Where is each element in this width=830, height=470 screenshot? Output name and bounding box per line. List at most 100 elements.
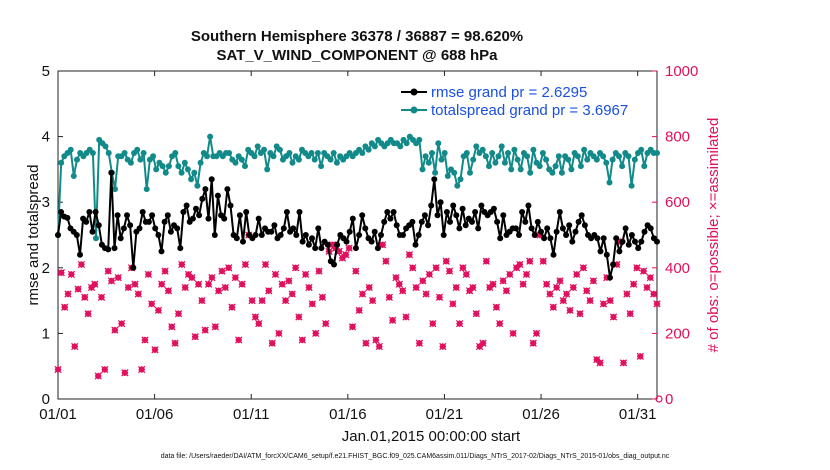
obs-assimilated-marker	[241, 260, 250, 269]
obs-assimilated-marker	[288, 290, 296, 298]
totalspread-point	[238, 156, 245, 163]
rmse-point	[613, 235, 620, 242]
obs-assimilated-marker	[154, 306, 163, 315]
obs-assimilated-marker	[315, 267, 323, 275]
rmse-point	[374, 245, 381, 252]
obs-assimilated-marker	[301, 270, 310, 279]
x-tick-label: 01/16	[329, 406, 367, 423]
rmse-point	[443, 209, 450, 215]
rmse-point	[437, 199, 444, 206]
totalspread-point	[327, 156, 334, 163]
legend-spread-label: totalspread grand pr = 3.6967	[431, 102, 628, 119]
rmse-point	[258, 232, 265, 238]
totalspread-point	[121, 150, 128, 156]
right-tick-label: 200	[665, 325, 690, 342]
rmse-point	[356, 232, 363, 238]
left-axis-label: rmse and totalspread	[25, 165, 42, 306]
rmse-point	[378, 232, 384, 238]
obs-assimilated-marker	[362, 339, 370, 347]
rmse-point	[346, 228, 353, 235]
obs-assimilated-marker	[134, 290, 142, 298]
totalspread-point	[628, 182, 635, 189]
rmse-point	[105, 246, 112, 253]
totalspread-point	[463, 150, 470, 156]
rmse-point	[409, 218, 416, 225]
totalspread-point	[451, 169, 458, 176]
totalspread-point	[616, 153, 622, 160]
rmse-point	[641, 228, 648, 235]
obs-assimilated-marker	[546, 290, 554, 298]
rmse-point	[628, 232, 635, 238]
rmse-point	[240, 238, 246, 245]
totalspread-point	[425, 159, 432, 166]
obs-assimilated-marker	[469, 283, 477, 292]
totalspread-point	[606, 179, 613, 186]
obs-assimilated-marker	[552, 283, 561, 292]
obs-assimilated-marker	[81, 293, 89, 301]
obs-assimilated-marker	[248, 296, 256, 305]
x-tick-label: 01/01	[39, 406, 77, 423]
obs-assimilated-marker	[298, 336, 306, 344]
rmse-point	[73, 232, 80, 238]
obs-assimilated-marker	[392, 273, 400, 282]
rmse-point	[124, 212, 130, 219]
rmse-point	[494, 218, 501, 225]
right-tick-label: 400	[665, 260, 690, 277]
obs-assimilated-marker	[305, 283, 313, 292]
rmse-point	[597, 248, 604, 255]
obs-assimilated-marker	[138, 365, 146, 374]
rmse-point	[149, 212, 156, 219]
totalspread-point	[470, 156, 477, 163]
totalspread-point	[600, 153, 607, 160]
obs-assimilated-marker	[258, 296, 266, 305]
right-tick-label: 1000	[665, 63, 698, 80]
totalspread-point	[508, 166, 515, 173]
obs-assimilated-marker	[268, 339, 276, 347]
obs-assimilated-marker	[101, 365, 109, 374]
totalspread-point	[524, 153, 531, 160]
totalspread-point	[444, 173, 451, 179]
obs-assimilated-marker	[211, 323, 219, 331]
totalspread-point	[498, 143, 505, 150]
obs-assimilated-marker	[562, 290, 571, 298]
obs-assimilated-marker	[399, 287, 407, 295]
totalspread-point	[194, 182, 201, 189]
obs-assimilated-marker	[499, 277, 507, 285]
chart-subtitle: SAT_V_WIND_COMPONENT @ 688 hPa	[216, 47, 498, 64]
obs-assimilated-marker	[265, 287, 273, 295]
totalspread-point	[654, 150, 660, 156]
rmse-point	[622, 225, 629, 232]
obs-assimilated-marker	[338, 254, 347, 262]
rmse-point	[453, 212, 460, 219]
rmse-point	[428, 202, 435, 209]
obs-assimilated-marker	[255, 319, 263, 328]
rmse-point	[214, 192, 221, 199]
totalspread-point	[175, 163, 182, 170]
obs-assimilated-marker	[549, 303, 557, 311]
obs-assimilated-marker	[178, 260, 186, 269]
obs-assimilated-marker	[566, 306, 574, 315]
rmse-point	[158, 248, 165, 255]
totalspread-point	[93, 235, 99, 242]
obs-assimilated-marker	[308, 300, 316, 308]
rmse-point	[127, 222, 134, 229]
rmse-point	[305, 241, 312, 248]
totalspread-point	[495, 153, 502, 160]
rmse-point	[331, 261, 337, 268]
obs-assimilated-marker	[198, 296, 206, 305]
totalspread-point	[295, 156, 302, 163]
rmse-point	[450, 202, 457, 209]
rmse-point	[638, 238, 645, 245]
obs-assimilated-marker	[539, 257, 547, 265]
chart-title: Southern Hemisphere 36378 / 36887 = 98.6…	[191, 28, 523, 45]
totalspread-point	[371, 143, 378, 150]
totalspread-point	[454, 182, 461, 189]
rmse-point	[607, 274, 613, 281]
totalspread-point	[641, 163, 648, 170]
totalspread-point	[482, 153, 489, 160]
totalspread-point	[492, 159, 499, 166]
obs-assimilated-marker	[188, 273, 196, 282]
rmse-point	[255, 215, 262, 222]
rmse-point	[164, 212, 171, 219]
rmse-point	[161, 218, 168, 225]
